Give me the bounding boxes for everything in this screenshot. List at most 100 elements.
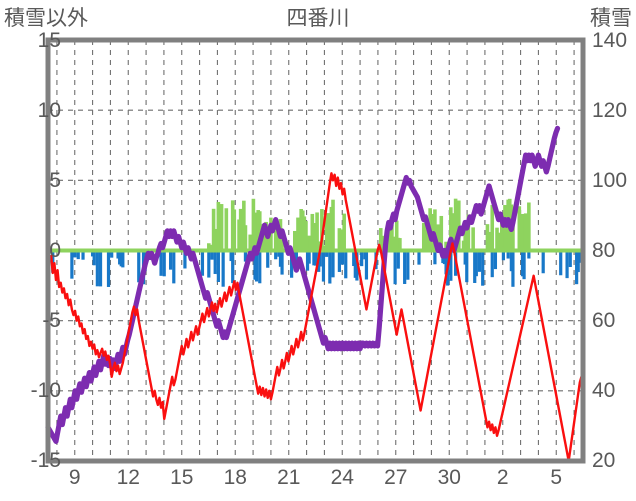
bar-blue xyxy=(559,250,563,276)
bar-blue xyxy=(213,250,217,274)
bar-green xyxy=(243,225,248,251)
bar-green xyxy=(331,199,335,251)
bar-blue xyxy=(121,250,125,268)
bar-blue xyxy=(172,250,176,284)
bar-green xyxy=(466,214,471,251)
bar-blue xyxy=(200,250,205,276)
bar-blue xyxy=(449,250,453,281)
blue-bars xyxy=(51,250,582,287)
bar-blue xyxy=(274,250,278,260)
ytick-left-4: -5 xyxy=(42,309,61,332)
bar-blue xyxy=(568,250,572,268)
xtick-2: 15 xyxy=(170,466,194,489)
bar-blue xyxy=(337,250,341,272)
bar-blue xyxy=(216,250,220,283)
bar-green xyxy=(471,227,475,251)
series-purple-line xyxy=(45,125,561,444)
bar-blue xyxy=(433,250,437,265)
bar-green xyxy=(421,222,426,251)
bar-green xyxy=(499,221,504,251)
bar-blue xyxy=(501,250,505,261)
ytick-right-2: 100 xyxy=(592,169,628,192)
bar-blue xyxy=(406,250,410,280)
xtick-4: 21 xyxy=(277,466,301,489)
bar-blue xyxy=(490,250,494,278)
bar-blue xyxy=(70,250,74,279)
bar-blue xyxy=(183,250,187,269)
bar-blue xyxy=(210,250,214,260)
bar-blue xyxy=(328,250,332,284)
bar-green xyxy=(208,244,213,251)
series-red-line xyxy=(46,172,585,463)
xtick-7: 30 xyxy=(437,466,461,489)
bar-blue xyxy=(511,250,515,287)
bar-green xyxy=(394,220,399,251)
bar-blue xyxy=(92,250,96,266)
bar-blue xyxy=(493,250,498,270)
xtick-0: 9 xyxy=(68,466,81,489)
bar-blue xyxy=(254,250,259,282)
ytick-right-5: 40 xyxy=(592,379,616,402)
bar-green xyxy=(224,208,229,251)
bar-blue xyxy=(110,250,114,258)
bar-blue xyxy=(325,250,329,257)
bar-blue xyxy=(106,250,111,287)
xtick-9: 5 xyxy=(550,466,563,489)
ytick-right-4: 60 xyxy=(592,309,616,332)
bar-green xyxy=(320,209,324,251)
bar-green xyxy=(293,230,297,251)
right-axis-title: 積雪 xyxy=(590,7,632,30)
bar-blue xyxy=(393,250,397,285)
bar-blue xyxy=(522,250,526,280)
ytick-right-6: 20 xyxy=(592,449,616,472)
bar-blue xyxy=(318,250,322,267)
bar-green xyxy=(398,238,402,251)
bar-blue xyxy=(258,250,262,284)
xtick-6: 27 xyxy=(384,466,408,489)
ytick-left-6: -15 xyxy=(30,449,61,472)
bar-blue xyxy=(417,250,421,265)
bar-green xyxy=(433,209,437,251)
bar-blue xyxy=(360,250,364,267)
chart-title: 四番川 xyxy=(286,7,350,30)
bar-blue xyxy=(307,250,311,264)
bar-blue xyxy=(266,250,270,268)
bar-blue xyxy=(169,250,173,270)
bar-green xyxy=(391,236,396,251)
xtick-3: 18 xyxy=(223,466,247,489)
bar-green xyxy=(211,208,216,251)
ytick-left-3: 0 xyxy=(49,239,61,262)
bar-blue xyxy=(231,250,235,284)
bar-green xyxy=(453,198,458,251)
bar-blue xyxy=(207,250,211,278)
bar-green xyxy=(312,223,316,251)
bar-blue xyxy=(527,250,531,259)
bar-green xyxy=(490,204,495,251)
bar-blue xyxy=(340,250,345,265)
bar-blue xyxy=(331,250,335,278)
bar-green xyxy=(503,205,507,251)
bar-blue xyxy=(280,250,284,275)
bar-blue xyxy=(221,250,225,287)
bar-blue xyxy=(81,250,85,260)
bar-blue xyxy=(364,250,369,280)
bar-blue xyxy=(290,250,294,278)
bar-blue xyxy=(159,250,163,276)
bar-green xyxy=(219,204,224,251)
bar-blue xyxy=(396,250,400,269)
bar-green xyxy=(378,228,383,251)
xtick-5: 24 xyxy=(330,466,354,489)
bar-green xyxy=(315,212,319,251)
bar-green xyxy=(321,245,326,251)
bar-green xyxy=(485,224,490,251)
bar-blue xyxy=(541,250,545,274)
bar-blue xyxy=(95,250,99,287)
bar-blue xyxy=(465,250,469,283)
ytick-left-5: -10 xyxy=(30,379,61,402)
bar-green xyxy=(436,224,440,251)
bar-blue xyxy=(243,250,248,262)
bar-blue xyxy=(294,250,298,271)
